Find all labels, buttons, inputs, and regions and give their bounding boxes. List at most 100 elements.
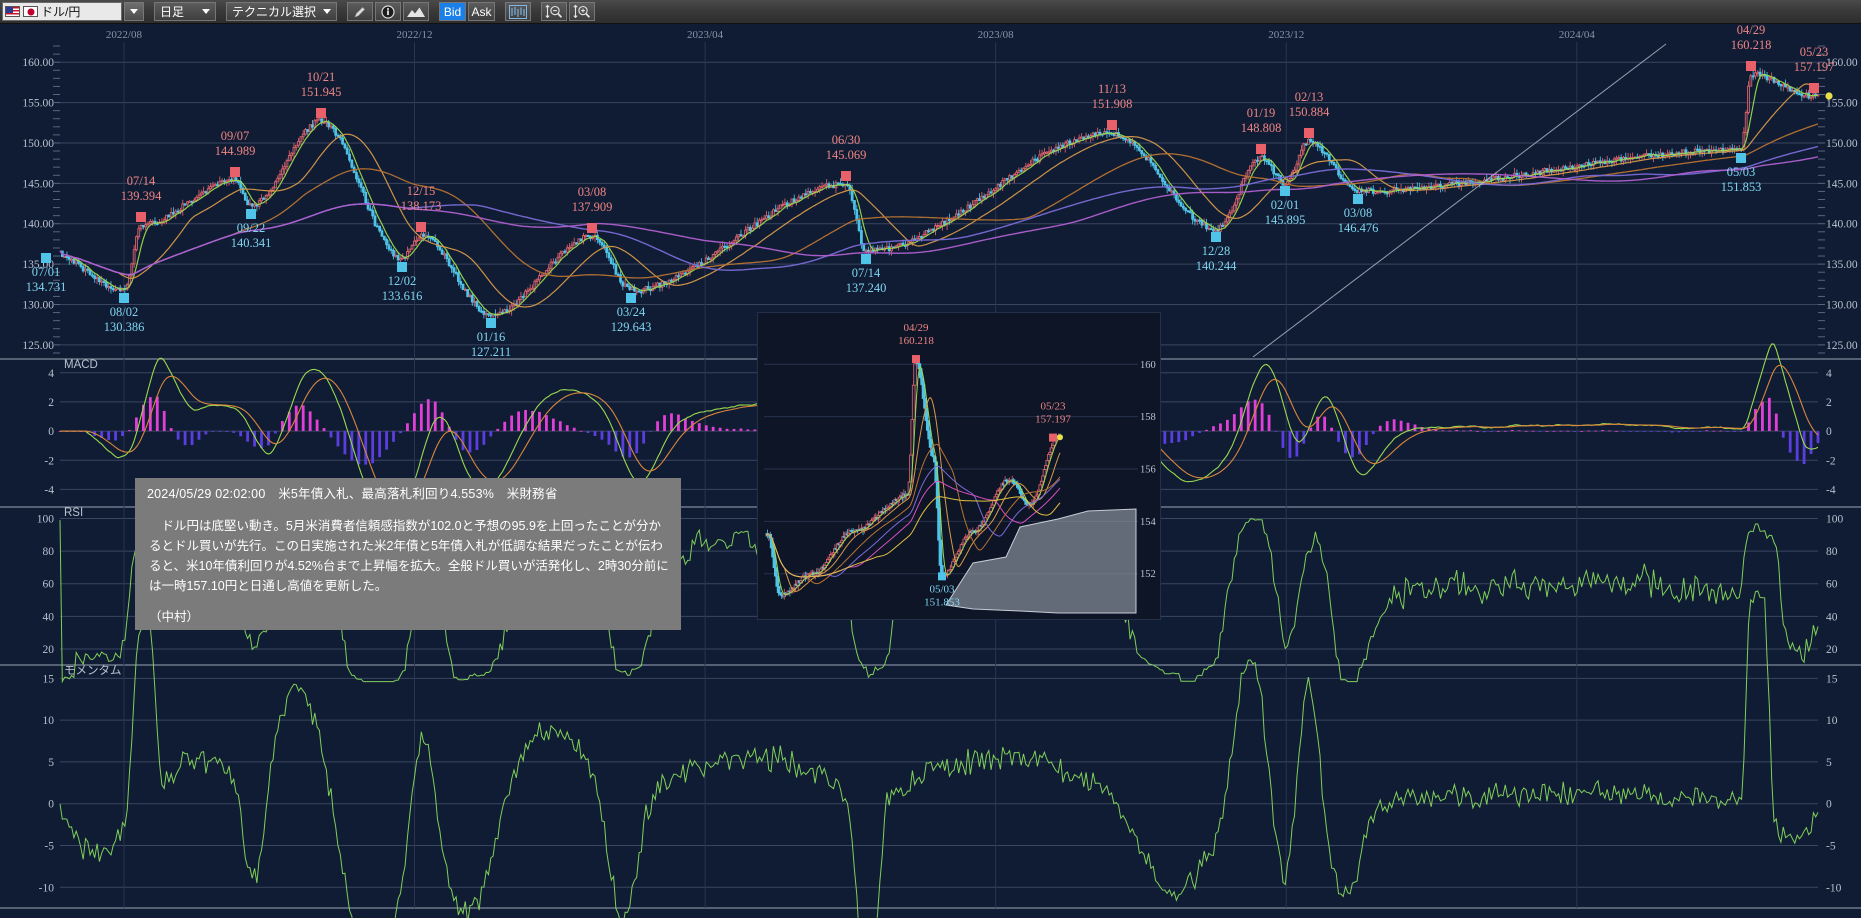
svg-text:0: 0 (48, 426, 54, 438)
svg-text:155.00: 155.00 (1826, 98, 1858, 110)
timeframe-selector[interactable]: 日足 (154, 2, 216, 21)
svg-text:RSI: RSI (64, 507, 83, 519)
news-headline: 2024/05/29 02:02:00 米5年債入札、最高落札利回り4.553%… (147, 487, 558, 501)
svg-text:-4: -4 (44, 484, 54, 496)
svg-text:140.00: 140.00 (1826, 219, 1858, 231)
svg-text:-2: -2 (44, 455, 54, 467)
inset-chart-window[interactable]: 160 158 156 154 152 04/29 160.218 05/23 157.197… (757, 312, 1161, 620)
symbol-label: ドル/円 (41, 5, 81, 19)
svg-text:2: 2 (1826, 397, 1832, 409)
svg-text:150.00: 150.00 (1826, 138, 1858, 150)
svg-text:152: 152 (1140, 569, 1156, 580)
svg-text:MACD: MACD (64, 359, 98, 371)
svg-text:2023/08: 2023/08 (978, 29, 1015, 41)
candle-style-button[interactable] (505, 2, 532, 21)
annotation-price: 134.731 (26, 280, 67, 294)
svg-text:モメンタム: モメンタム (64, 664, 122, 677)
svg-text:160.00: 160.00 (22, 57, 54, 69)
svg-text:140.00: 140.00 (22, 219, 54, 231)
annotation-price: 150.884 (1289, 105, 1330, 119)
svg-text:-10: -10 (1826, 882, 1842, 894)
svg-text:-2: -2 (1826, 455, 1836, 467)
info-icon (381, 4, 395, 19)
annotation-price: 148.808 (1241, 121, 1282, 135)
annotation-date: 02/01 (1271, 198, 1299, 212)
svg-text:0: 0 (1826, 426, 1832, 438)
svg-text:160: 160 (1140, 360, 1156, 371)
annotation-date: 07/14 (852, 266, 881, 280)
annotation-date: 07/14 (127, 174, 156, 188)
annotation-date: 04/29 (1737, 24, 1765, 37)
svg-text:2: 2 (48, 397, 54, 409)
annotation-price: 139.394 (121, 189, 162, 203)
annotation-price: 137.909 (572, 200, 613, 214)
svg-text:155.00: 155.00 (22, 98, 54, 110)
japan-flag-icon (23, 6, 38, 17)
ask-toggle[interactable]: Ask (468, 2, 496, 21)
svg-text:4: 4 (1826, 368, 1832, 380)
news-overlay-panel[interactable]: 2024/05/29 02:02:00 米5年債入札、最高落札利回り4.553%… (135, 478, 681, 630)
svg-text:15: 15 (43, 673, 55, 685)
svg-text:60: 60 (43, 579, 55, 591)
svg-text:-5: -5 (1826, 841, 1836, 853)
annotation-date: 09/07 (221, 129, 249, 143)
annotation-date: 12/15 (407, 184, 435, 198)
svg-text:135.00: 135.00 (1826, 259, 1858, 271)
svg-text:100: 100 (1826, 514, 1844, 526)
pencil-icon (354, 6, 366, 18)
svg-text:2022/08: 2022/08 (106, 29, 143, 41)
svg-text:160.00: 160.00 (1826, 57, 1858, 69)
svg-text:10: 10 (43, 715, 55, 727)
svg-text:10: 10 (1826, 715, 1838, 727)
svg-text:0: 0 (48, 799, 54, 811)
technical-select-button[interactable]: テクニカル選択 (226, 2, 338, 21)
svg-text:145.00: 145.00 (22, 178, 54, 190)
main-toolbar: ドル/円 日足 テクニカル選択 Bid Ask (0, 0, 1861, 24)
annotation-price: 145.895 (1265, 213, 1306, 227)
draw-tool-button[interactable] (347, 2, 374, 21)
svg-text:125.00: 125.00 (1826, 340, 1858, 352)
info-button[interactable] (375, 2, 402, 21)
zoom-in-icon (573, 4, 591, 19)
svg-text:2023/12: 2023/12 (1268, 29, 1304, 41)
symbol-selector[interactable]: ドル/円 (2, 2, 122, 21)
date-axis-labels: 2022/08 2022/12 2023/04 2023/08 2023/12 2024/… (106, 29, 1595, 41)
area-chart-button[interactable] (403, 2, 430, 21)
us-flag-icon (5, 6, 20, 17)
svg-text:5: 5 (48, 757, 54, 769)
annotation-price: 160.218 (1731, 38, 1772, 52)
annotation-date: 07/01 (32, 265, 60, 279)
svg-text:2024/04: 2024/04 (1559, 29, 1596, 41)
zoom-in-button[interactable] (569, 2, 596, 21)
timeframe-label: 日足 (160, 5, 185, 19)
symbol-dropdown-button[interactable] (124, 2, 144, 21)
svg-text:5: 5 (1826, 757, 1832, 769)
zoom-out-button[interactable] (541, 2, 568, 21)
svg-text:160.218: 160.218 (898, 335, 934, 347)
annotation-date: 01/19 (1247, 106, 1275, 120)
chevron-down-icon (202, 9, 210, 14)
svg-text:156: 156 (1140, 465, 1156, 476)
bid-toggle[interactable]: Bid (439, 2, 467, 21)
svg-text:15: 15 (1826, 673, 1838, 685)
annotation-date: 02/13 (1295, 90, 1323, 104)
annotation-date: 05/23 (1800, 45, 1828, 59)
chevron-down-icon (323, 9, 332, 14)
svg-text:4: 4 (48, 368, 54, 380)
annotation-price: 138.173 (401, 199, 442, 213)
annotation-price: 140.341 (231, 236, 272, 250)
